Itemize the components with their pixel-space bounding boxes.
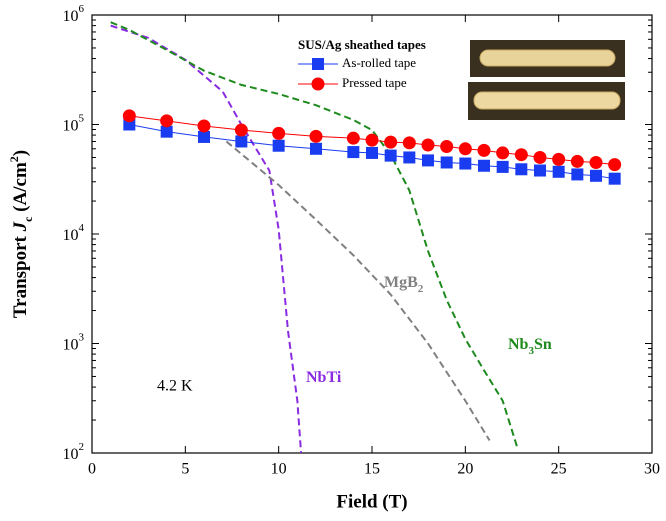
y-axis-label: Transport Jc (A/cm2) <box>7 150 35 318</box>
data-point <box>384 135 398 149</box>
x-tick-label: 10 <box>271 461 287 478</box>
data-point <box>552 152 566 166</box>
curve <box>110 21 519 449</box>
legend-label: Pressed tape <box>342 75 407 90</box>
data-point <box>198 130 210 143</box>
y-label-part: Transport <box>10 231 31 318</box>
annotation: 4.2 K <box>157 378 193 395</box>
legend-label: As-rolled tape <box>342 55 416 70</box>
curve <box>110 24 303 454</box>
y-tick-exponent: 2 <box>79 441 85 453</box>
y-tick-label: 103 <box>63 331 85 353</box>
curve-label-part: 2 <box>418 283 424 295</box>
data-point <box>309 129 323 143</box>
y-tick-base: 10 <box>63 336 79 353</box>
data-point <box>347 146 360 159</box>
x-tick-label: 25 <box>551 461 567 478</box>
x-tick-label: 15 <box>364 461 380 478</box>
data-point <box>515 163 528 176</box>
x-tick-label: 30 <box>644 461 660 478</box>
x-tick-label: 0 <box>88 461 96 478</box>
y-tick-base: 10 <box>63 446 79 463</box>
y-tick-base: 10 <box>63 8 79 25</box>
data-point <box>478 159 490 172</box>
y-label-part: ) <box>10 150 31 156</box>
curve-label-part: 3 <box>528 345 534 357</box>
curve-label: MgB2 <box>384 274 424 295</box>
legend-title: SUS/Ag sheathed tapes <box>298 37 426 52</box>
data-point <box>514 148 528 162</box>
data-point <box>235 135 248 148</box>
y-tick-label: 102 <box>63 441 85 463</box>
data-point <box>310 142 322 155</box>
data-point <box>590 169 602 182</box>
data-point <box>384 149 397 162</box>
data-point <box>608 158 622 172</box>
data-point <box>534 164 546 177</box>
data-point <box>589 155 603 169</box>
curve-label: Nb3Sn <box>508 336 552 357</box>
data-point <box>570 154 584 168</box>
inset-photos <box>468 40 625 120</box>
data-point <box>571 168 584 181</box>
data-point <box>421 138 435 152</box>
y-label-part: c <box>21 216 35 222</box>
y-tick-exponent: 6 <box>79 3 85 15</box>
data-point <box>477 143 491 157</box>
y-tick-base: 10 <box>63 117 79 134</box>
curve-label-part: Sn <box>534 336 552 353</box>
data-point <box>365 133 379 147</box>
data-point <box>197 119 211 133</box>
data-point <box>234 123 248 137</box>
legend-marker <box>311 77 325 91</box>
data-point <box>440 156 453 169</box>
data-point <box>122 109 136 123</box>
data-point <box>346 131 360 145</box>
y-tick-exponent: 3 <box>79 331 85 343</box>
curve-label: NbTi <box>306 369 342 386</box>
data-point <box>533 150 547 164</box>
curve <box>225 140 491 442</box>
data-point <box>402 136 416 150</box>
y-tick-base: 10 <box>63 227 79 244</box>
legend-marker <box>312 58 324 70</box>
data-point <box>403 151 416 164</box>
y-tick-label: 104 <box>63 222 85 244</box>
data-point <box>272 139 285 152</box>
data-point <box>496 160 509 173</box>
curve-label-part: Nb <box>508 336 529 353</box>
y-tick-exponent: 5 <box>79 112 85 124</box>
x-axis-label: Field (T) <box>336 491 407 512</box>
data-point <box>366 146 378 159</box>
data-point <box>459 157 472 170</box>
y-label-part: J <box>10 221 31 232</box>
data-point <box>272 126 286 140</box>
data-point <box>440 139 454 153</box>
data-point <box>422 154 434 167</box>
x-tick-label: 20 <box>457 461 473 478</box>
y-tick-exponent: 4 <box>79 222 85 234</box>
data-point <box>458 142 472 156</box>
curve-label-part: NbTi <box>306 369 342 386</box>
data-point <box>160 125 173 138</box>
tape <box>479 49 616 67</box>
y-tick-label: 105 <box>63 112 85 134</box>
data-point <box>160 114 174 128</box>
curve-label-part: MgB <box>384 274 418 291</box>
y-tick-label: 106 <box>63 3 85 25</box>
tape <box>473 91 621 110</box>
y-label-part: (A/cm <box>10 162 31 217</box>
data-point <box>496 146 510 160</box>
y-label-part: 2 <box>7 156 21 162</box>
x-tick-label: 5 <box>181 461 189 478</box>
data-point <box>552 165 565 178</box>
data-point <box>608 172 621 185</box>
